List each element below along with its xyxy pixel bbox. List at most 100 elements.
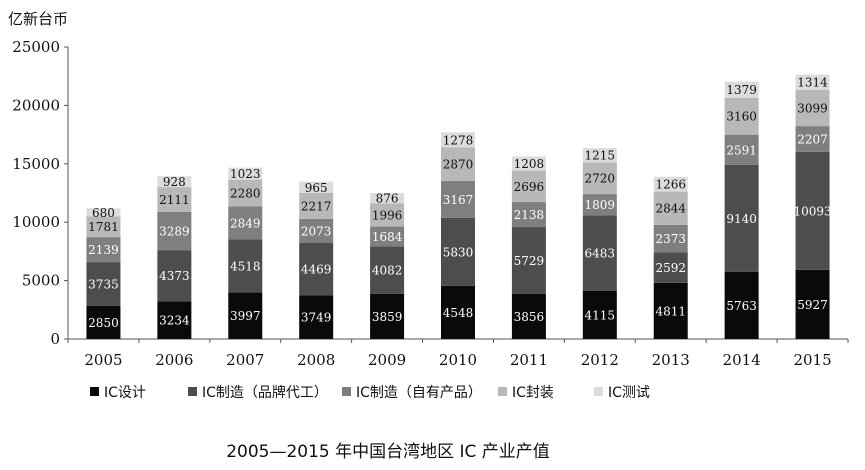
bar-segment <box>795 126 830 152</box>
bar-segment <box>795 89 830 127</box>
x-category-label: 2006 <box>155 351 193 369</box>
bar-stack-2010: 4548 5830 3167 2870 1278 <box>441 132 475 339</box>
legend-item: IC设计 <box>90 385 146 401</box>
x-category-label: 2008 <box>297 351 335 369</box>
bar-segment <box>582 162 617 195</box>
bar-segment <box>86 216 121 238</box>
data-label: 3234 <box>159 314 190 328</box>
bar-segment <box>370 226 405 247</box>
bar-segment <box>724 134 759 165</box>
legend-item: IC测试 <box>594 385 650 401</box>
legend: IC设计 IC制造（品牌代工） IC制造（自有产品） IC封装 IC测试 <box>90 384 650 401</box>
data-label: 1809 <box>585 198 616 212</box>
data-label: 2592 <box>655 261 686 275</box>
legend-item: IC封装 <box>498 385 554 401</box>
data-label: 1266 <box>655 178 686 192</box>
bar-segment <box>582 215 617 291</box>
data-label: 4373 <box>159 269 190 283</box>
data-label: 1278 <box>443 133 474 147</box>
bar-segment <box>511 293 546 339</box>
bar-segment <box>724 97 759 135</box>
data-label: 5927 <box>797 298 828 312</box>
data-label: 10093 <box>793 204 831 218</box>
bar-segment <box>582 194 617 216</box>
bar-segment <box>795 151 830 270</box>
bar-stack-2012: 4115 6483 1809 2720 1215 <box>582 148 617 339</box>
x-category-label: 2010 <box>439 351 477 369</box>
bar-segment <box>511 202 546 228</box>
bar-stack-2013: 4811 2592 2373 2844 1266 <box>653 176 688 339</box>
data-label: 4811 <box>655 304 686 318</box>
bar-stack-2008: 3749 4469 2073 2217 965 <box>299 181 334 339</box>
legend-swatch <box>90 387 99 396</box>
bar-stack-2015: 5927 10093 2207 3099 1314 <box>793 74 832 339</box>
bar-segment <box>795 269 830 339</box>
data-label: 2870 <box>443 158 474 172</box>
data-label: 3997 <box>230 309 261 323</box>
data-label: 2591 <box>726 143 757 157</box>
bar-segment <box>653 191 688 225</box>
data-label: 1208 <box>514 157 545 171</box>
bar-segment <box>157 250 192 302</box>
y-tick-label: 10000 <box>12 213 60 231</box>
data-label: 4518 <box>230 259 261 273</box>
bar-segment <box>228 179 263 207</box>
bar-segment <box>299 243 334 296</box>
x-category-label: 2015 <box>793 351 831 369</box>
y-tick-label: 20000 <box>12 96 60 114</box>
legend-swatch <box>498 387 507 396</box>
data-label: 9140 <box>726 212 757 226</box>
x-axis-categories: 2005 2006 2007 2008 2009 2010 2011 2012 2013 2014… <box>67 339 849 369</box>
data-label: 1314 <box>797 76 828 90</box>
data-label: 2850 <box>88 316 119 330</box>
legend-label: IC测试 <box>608 385 650 401</box>
data-label: 876 <box>376 192 399 206</box>
bar-segment <box>228 206 263 240</box>
data-label: 2139 <box>88 243 119 257</box>
legend-label: IC设计 <box>104 385 146 401</box>
data-label: 3099 <box>797 102 828 116</box>
data-label: 3167 <box>443 193 474 207</box>
data-label: 2720 <box>585 172 616 186</box>
bar-segment <box>86 237 121 263</box>
legend-swatch <box>594 387 603 396</box>
data-label: 1996 <box>372 208 403 222</box>
x-category-label: 2012 <box>581 351 619 369</box>
data-label: 6483 <box>585 247 616 261</box>
data-label: 5830 <box>443 245 474 259</box>
bar-segment <box>795 74 830 90</box>
data-label: 2849 <box>230 216 261 230</box>
bar-segment <box>299 295 334 339</box>
data-label: 4548 <box>443 306 474 320</box>
data-label: 1781 <box>88 220 119 234</box>
data-label: 2138 <box>514 208 545 222</box>
bar-segment <box>511 227 546 294</box>
bar-segment <box>86 208 121 217</box>
data-label: 2073 <box>301 224 332 238</box>
legend-item: IC制造（自有产品） <box>342 385 482 401</box>
legend-swatch <box>188 387 197 396</box>
data-label: 1379 <box>726 83 757 97</box>
y-tick-label: 5000 <box>22 272 60 290</box>
bar-segment <box>370 246 405 294</box>
data-label: 5729 <box>514 254 545 268</box>
legend-label: IC制造（自有产品） <box>356 385 482 401</box>
data-label: 928 <box>163 175 186 189</box>
data-label: 1023 <box>230 167 261 181</box>
data-label: 4082 <box>372 264 403 278</box>
x-category-label: 2005 <box>84 351 122 369</box>
x-category-label: 2009 <box>368 351 406 369</box>
data-label: 965 <box>305 181 328 195</box>
y-tick-label: 25000 <box>12 38 60 56</box>
bar-segment <box>653 176 688 192</box>
data-label: 3289 <box>159 224 190 238</box>
data-label: 2280 <box>230 186 261 200</box>
bar-stack-2011: 3856 5729 2138 2696 1208 <box>511 156 546 339</box>
bar-segment <box>511 170 546 203</box>
data-label: 680 <box>92 206 115 220</box>
bar-segment <box>86 262 121 306</box>
x-category-label: 2011 <box>510 351 548 369</box>
data-label: 3160 <box>726 110 757 124</box>
